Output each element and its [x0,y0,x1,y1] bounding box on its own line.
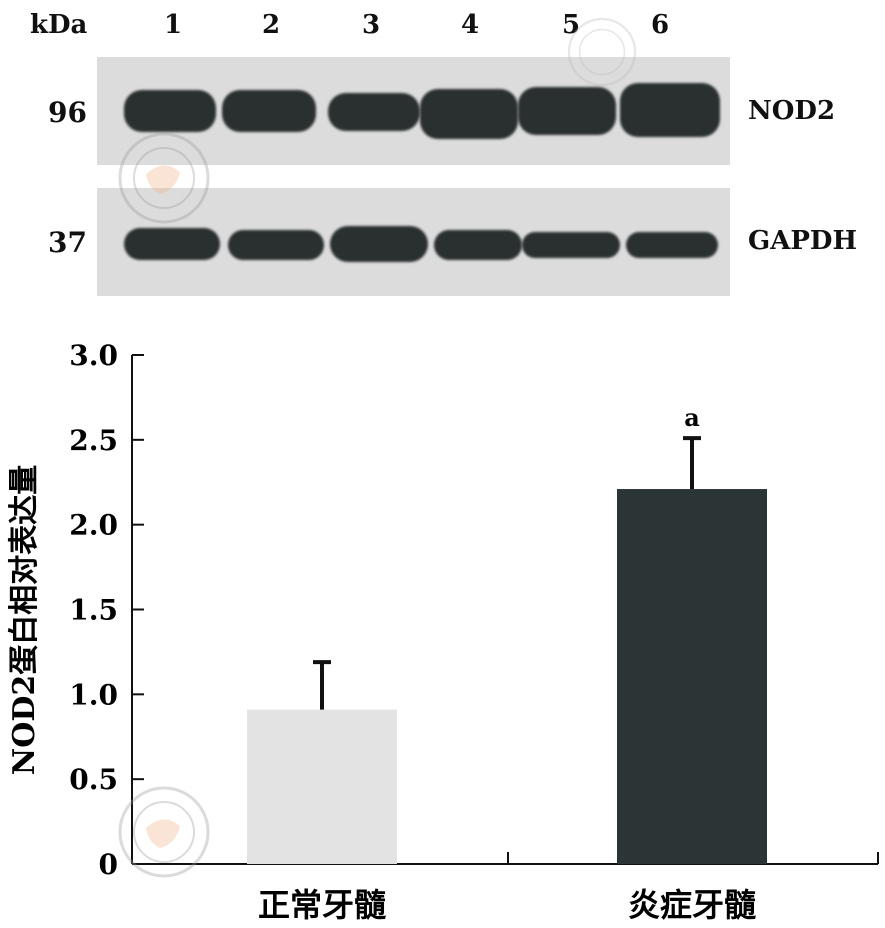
blot-band [522,232,620,258]
blot-band [626,232,718,258]
lane-label: 6 [650,10,670,40]
y-tick-label: 2.5 [69,424,118,457]
seal-watermark-icon [118,132,210,224]
blot-strip-nod2 [97,57,730,165]
blot-band [222,90,316,132]
blot-band [124,90,216,132]
x-category-label: 炎症牙髓 [628,886,756,924]
y-axis: 0 0.5 1.0 1.5 2.0 2.5 3.0 [69,339,144,881]
protein-label: GAPDH [748,226,858,256]
western-blot-panel: kDa 1 2 3 4 5 6 96 NOD2 37 GAPDH [0,0,885,310]
blot-band [124,228,220,260]
y-tick-label: 1.0 [69,678,118,711]
blot-band [620,83,720,137]
bar [247,709,397,864]
blot-band [328,93,420,131]
bar-chart: 0 0.5 1.0 1.5 2.0 2.5 3.0 正常牙髓 炎症牙髓 a NOD2蛋白相对表… [7,339,879,924]
significance-label: a [684,403,700,432]
blot-strip-gapdh [97,188,730,296]
x-axis: 正常牙髓 炎症牙髓 [132,852,879,924]
lane-label: 5 [561,10,581,40]
blot-band [330,226,428,262]
y-tick-label: 0 [99,848,118,881]
blot-band [228,230,324,260]
kda-label: kDa [30,10,88,40]
bars: a [247,403,767,864]
molecular-weight-label: 96 [48,96,87,129]
x-category-label: 正常牙髓 [258,886,386,924]
y-axis-label: NOD2蛋白相对表达量 [7,465,42,775]
lane-label: 4 [460,10,480,40]
y-tick-label: 0.5 [69,763,118,796]
seal-watermark-icon [118,786,210,878]
y-tick-label: 3.0 [69,339,118,372]
molecular-weight-label: 37 [48,226,87,259]
seal-watermark-icon [567,17,637,87]
lane-label: 1 [163,10,183,40]
blot-band [518,87,616,135]
lane-label: 2 [261,10,281,40]
lane-label: 3 [361,10,381,40]
bar [617,489,767,864]
y-tick-label: 2.0 [69,509,118,542]
y-tick-label: 1.5 [69,594,118,627]
protein-label: NOD2 [748,96,836,126]
blot-band [420,89,518,139]
blot-band [434,230,522,260]
